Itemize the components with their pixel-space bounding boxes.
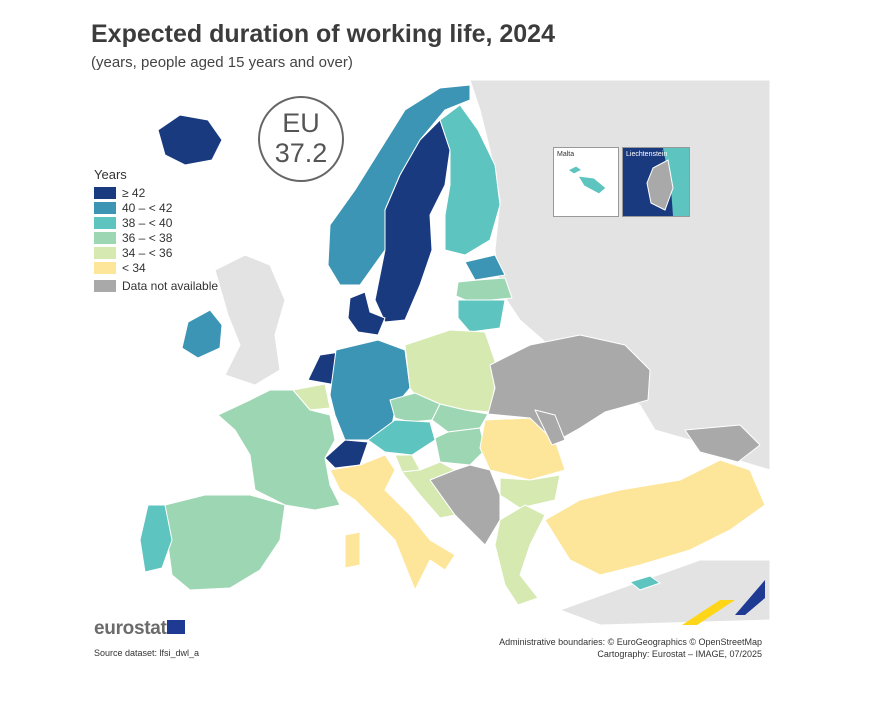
france [217,389,341,511]
legend-swatch [94,246,116,259]
credits-cartography: Cartography: Eurostat – IMAGE, 07/2025 [597,649,762,659]
eurostat-corner-logo [682,580,765,625]
malta-inset: Malta [553,147,619,217]
finland [439,104,501,256]
hungary [434,427,486,466]
denmark [347,291,386,336]
iceland [157,114,223,166]
legend-swatch [94,279,116,292]
italy [329,454,456,591]
turkey [544,459,766,576]
portugal [139,504,173,573]
map-title: Expected duration of working life, 2024 [91,20,555,48]
liechtenstein-inset: Liechtenstein [622,147,690,217]
eu-value-badge: EU 37.2 [258,96,344,182]
credits: Administrative boundaries: © EuroGeograp… [499,636,762,660]
greece [494,504,546,606]
latvia [455,277,513,303]
legend-swatch [94,216,116,229]
legend-item: 40 – < 42 [94,200,218,215]
eurostat-logo-text: eurostat [94,618,167,639]
legend-label: ≥ 42 [122,185,146,200]
uk-shape [214,254,286,386]
sardinia [344,531,361,569]
legend-item: < 34 [94,260,218,275]
lithuania [457,299,506,333]
legend-swatch [94,201,116,214]
legend-item: ≥ 42 [94,185,218,200]
legend-label: 34 – < 36 [122,245,173,260]
ireland [181,309,223,359]
norway [327,84,471,286]
legend-swatch [94,186,116,199]
moldova [534,409,566,446]
liechtenstein-inset-map [623,148,689,216]
eu-label: EU [282,108,320,138]
source-dataset: Source dataset: lfsi_dwl_a [94,648,200,658]
sweden [374,119,451,323]
malta-inset-map [567,165,607,195]
poland [404,329,499,413]
legend-title: Years [94,167,127,182]
legend-label: 36 – < 38 [122,230,173,245]
cyprus [629,575,661,591]
legend-label: 38 – < 40 [122,215,173,230]
estonia [464,254,506,281]
slovenia [394,454,421,473]
liechtenstein-label: Liechtenstein [626,151,668,158]
background-land [214,79,771,626]
legend-swatch [94,231,116,244]
legend-label: 40 – < 42 [122,200,173,215]
legend-item: 38 – < 40 [94,215,218,230]
georgia-armenia [684,424,761,463]
bulgaria [499,474,561,509]
eu-value: 37.2 [274,138,328,168]
spain [164,494,286,591]
credits-boundaries: Administrative boundaries: © EuroGeograp… [499,637,762,647]
legend-item-na: Data not available [94,278,218,293]
legend-swatch [94,261,116,274]
legend-label: < 34 [122,260,146,275]
legend-item: 34 – < 36 [94,245,218,260]
map-subtitle: (years, people aged 15 years and over) [91,54,353,71]
legend-item: 36 – < 38 [94,230,218,245]
western-balkans [429,464,501,546]
legend-label: Data not available [122,278,219,293]
eu-flag-icon [167,620,185,634]
malta-label: Malta [557,151,575,158]
ukraine [487,334,651,443]
switzerland [324,439,369,469]
legend: Years ≥ 42 40 – < 42 38 – < 40 36 – < 38 34 … [94,167,218,293]
